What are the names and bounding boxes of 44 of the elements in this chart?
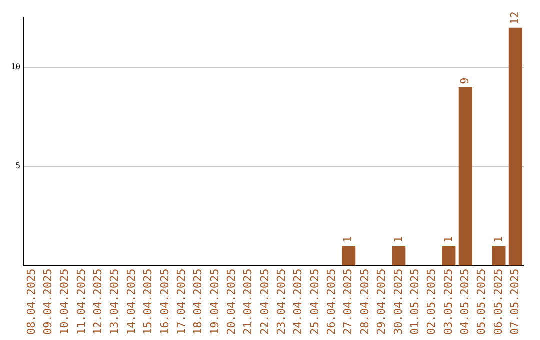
x-tick-label: 30.04.2025 xyxy=(392,268,405,336)
x-tick-label: 08.04.2025 xyxy=(24,268,38,336)
x-tick-label: 09.04.2025 xyxy=(42,268,55,336)
data-label: 1 xyxy=(392,236,405,243)
x-tick-label: 21.04.2025 xyxy=(242,268,255,336)
x-tick-label: 03.05.2025 xyxy=(442,268,455,336)
data-label: 1 xyxy=(492,236,505,243)
x-tick-label: 15.04.2025 xyxy=(142,268,155,336)
bar xyxy=(392,246,406,266)
x-tick-label: 16.04.2025 xyxy=(158,268,172,336)
bar xyxy=(458,87,472,266)
x-tick-label: 07.05.2025 xyxy=(508,268,522,336)
x-tick-label: 05.05.2025 xyxy=(475,268,488,336)
x-tick-label: 11.04.2025 xyxy=(74,268,88,336)
data-label: 1 xyxy=(442,236,455,243)
x-tick-label: 28.04.2025 xyxy=(358,268,372,336)
y-tick-label: 5 xyxy=(16,162,21,171)
x-tick-label: 17.04.2025 xyxy=(174,268,188,336)
bar xyxy=(492,246,506,266)
data-label: 12 xyxy=(508,12,522,25)
x-tick-label: 27.04.2025 xyxy=(342,268,355,336)
x-tick-label: 22.04.2025 xyxy=(258,268,272,336)
x-tick-label: 29.04.2025 xyxy=(375,268,388,336)
x-tick-label: 10.04.2025 xyxy=(58,268,72,336)
x-tick-label: 26.04.2025 xyxy=(325,268,338,336)
data-label: 9 xyxy=(458,78,472,84)
x-tick-label: 06.05.2025 xyxy=(492,268,505,336)
x-tick-label: 20.04.2025 xyxy=(224,268,238,336)
x-tick-label: 14.04.2025 xyxy=(124,268,138,336)
y-tick-label: 10 xyxy=(10,62,21,72)
bar xyxy=(342,246,356,266)
x-tick-label: 01.05.2025 xyxy=(408,268,422,336)
x-tick-label: 02.05.2025 xyxy=(425,268,438,336)
x-tick-label: 18.04.2025 xyxy=(192,268,205,336)
x-tick-label: 24.04.2025 xyxy=(292,268,305,336)
data-label: 1 xyxy=(342,236,355,243)
x-tick-label: 25.04.2025 xyxy=(308,268,322,336)
x-tick-label: 23.04.2025 xyxy=(275,268,288,336)
x-tick-label: 19.04.2025 xyxy=(208,268,222,336)
bar xyxy=(508,28,522,266)
x-tick-label: 13.04.2025 xyxy=(108,268,122,336)
x-tick-label: 12.04.2025 xyxy=(92,268,105,336)
bar xyxy=(442,246,456,266)
x-tick-label: 04.05.2025 xyxy=(458,268,472,336)
